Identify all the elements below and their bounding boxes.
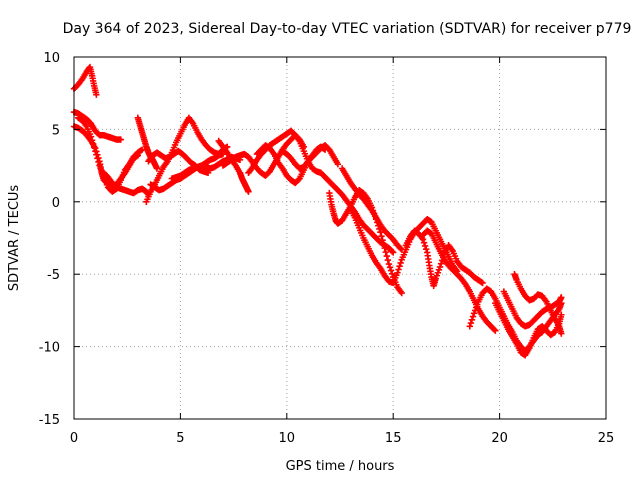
data-point xyxy=(117,136,125,143)
data-point xyxy=(245,188,252,195)
data-point xyxy=(385,260,393,268)
data-point xyxy=(398,289,405,297)
y-tick-label: -15 xyxy=(39,413,60,428)
y-tick-label: -10 xyxy=(39,341,60,356)
data-point xyxy=(436,263,444,271)
data-point xyxy=(396,263,403,270)
data-point xyxy=(91,144,98,151)
data-point xyxy=(420,239,428,246)
series-trace-23 xyxy=(492,299,565,359)
series-trace-11 xyxy=(215,137,252,195)
series-trace-4 xyxy=(75,114,146,195)
y-tick-label: 5 xyxy=(52,123,60,138)
series-trace-16 xyxy=(317,169,397,256)
y-tick-label: 0 xyxy=(52,196,60,211)
series-trace-18 xyxy=(338,165,405,253)
y-tick-label: 10 xyxy=(43,51,60,66)
data-point xyxy=(437,260,445,267)
series-trace-25 xyxy=(511,271,565,337)
series-trace-2 xyxy=(70,108,125,143)
data-point xyxy=(390,249,397,256)
data-point xyxy=(295,176,302,183)
x-tick-label: 25 xyxy=(598,431,615,446)
y-tick-label: -5 xyxy=(47,268,60,283)
axes: 0 5 10 15 20 25 -15 -10 -5 0 5 10 xyxy=(39,51,615,446)
data-point xyxy=(397,259,404,267)
data-point xyxy=(397,245,404,252)
x-tick-label: 10 xyxy=(279,431,296,446)
data-point xyxy=(93,91,100,98)
series-trace-19 xyxy=(347,205,461,287)
data-point xyxy=(558,330,565,337)
data-point xyxy=(479,279,486,287)
data-point xyxy=(383,252,391,260)
grid xyxy=(74,57,606,419)
series-trace-1 xyxy=(70,63,100,98)
data-point xyxy=(558,294,565,301)
data-point xyxy=(381,244,388,252)
data-point xyxy=(492,327,499,334)
data-point xyxy=(388,248,396,255)
data-point xyxy=(395,266,402,273)
data-point xyxy=(88,137,96,144)
data-point xyxy=(394,269,401,276)
data-point xyxy=(380,240,387,248)
x-tick-label: 20 xyxy=(491,431,508,446)
data-point xyxy=(334,160,342,168)
data-point xyxy=(94,155,101,162)
data-point xyxy=(93,151,100,158)
data-point xyxy=(421,242,429,250)
data-point xyxy=(467,319,475,327)
data-point xyxy=(387,267,395,274)
data-point xyxy=(468,316,476,324)
data-point xyxy=(384,256,392,264)
y-axis-label: SDTVAR / TECUs xyxy=(7,185,22,292)
x-axis-label: GPS time / hours xyxy=(286,459,395,474)
plot-frame xyxy=(73,56,607,420)
x-tick-label: 0 xyxy=(70,431,78,446)
data-point xyxy=(469,313,477,320)
data-point xyxy=(379,236,386,244)
series-trace-15 xyxy=(279,142,342,172)
data-point xyxy=(382,248,389,256)
data-points xyxy=(70,63,565,359)
chart-title: Day 364 of 2023, Sidereal Day-to-day VTE… xyxy=(63,21,632,37)
data-point xyxy=(386,264,394,271)
data-point xyxy=(89,140,97,148)
data-point xyxy=(558,311,565,318)
series-trace-6 xyxy=(134,114,161,172)
data-point xyxy=(466,323,474,330)
data-point xyxy=(388,270,396,278)
x-tick-label: 5 xyxy=(176,431,184,446)
x-tick-label: 15 xyxy=(385,431,402,446)
data-point xyxy=(92,147,99,155)
data-point xyxy=(491,326,498,333)
data-point xyxy=(378,232,385,240)
data-point xyxy=(87,133,95,140)
data-point xyxy=(422,246,430,253)
data-point xyxy=(95,158,102,166)
